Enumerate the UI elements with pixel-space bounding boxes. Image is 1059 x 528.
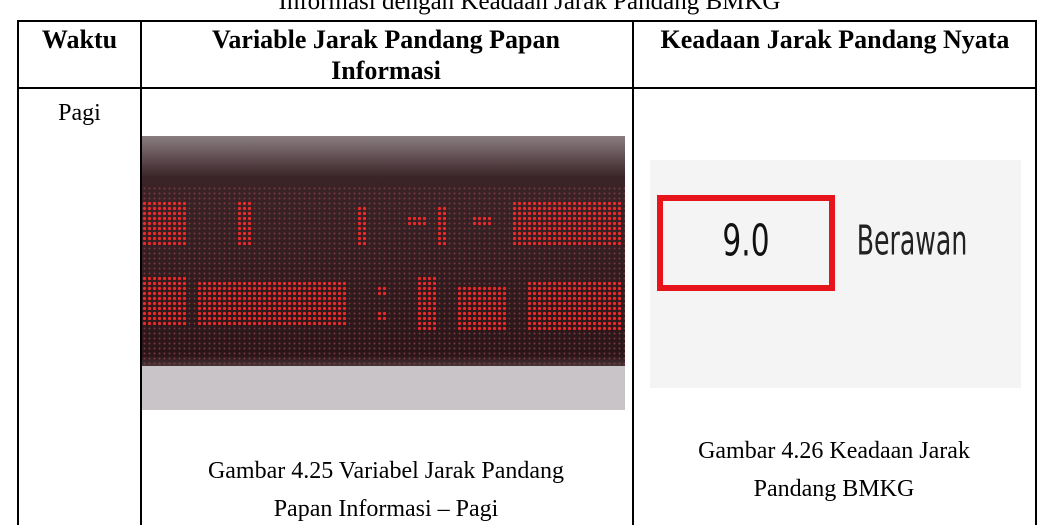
table-border <box>140 20 142 525</box>
header-cell: Keadaan Jarak Pandang Nyata <box>660 25 1010 54</box>
figure-caption: Gambar 4.25 Variabel Jarak Pandang Papan… <box>207 458 565 522</box>
table-border <box>1035 20 1037 525</box>
table-border <box>632 20 634 525</box>
table-border <box>17 87 1037 89</box>
table-border <box>17 20 19 525</box>
figure-caption: Gambar 4.26 Keadaan Jarak Pandang BMKG <box>698 438 970 502</box>
visibility-value: 9.0 <box>722 214 769 265</box>
led-photo <box>142 136 625 410</box>
table-border <box>17 20 1037 22</box>
time-cell: Pagi <box>58 100 101 126</box>
header-cell: Waktu <box>41 25 118 54</box>
caption-top: Informasi dengan Keadaan Jarak Pandang B… <box>278 0 781 15</box>
header-cell: Variable Jarak Pandang Papan Informasi <box>212 25 560 85</box>
weather-status: Berawan <box>857 217 968 265</box>
bmkg-screenshot: 9.0 Berawan <box>650 160 1021 388</box>
